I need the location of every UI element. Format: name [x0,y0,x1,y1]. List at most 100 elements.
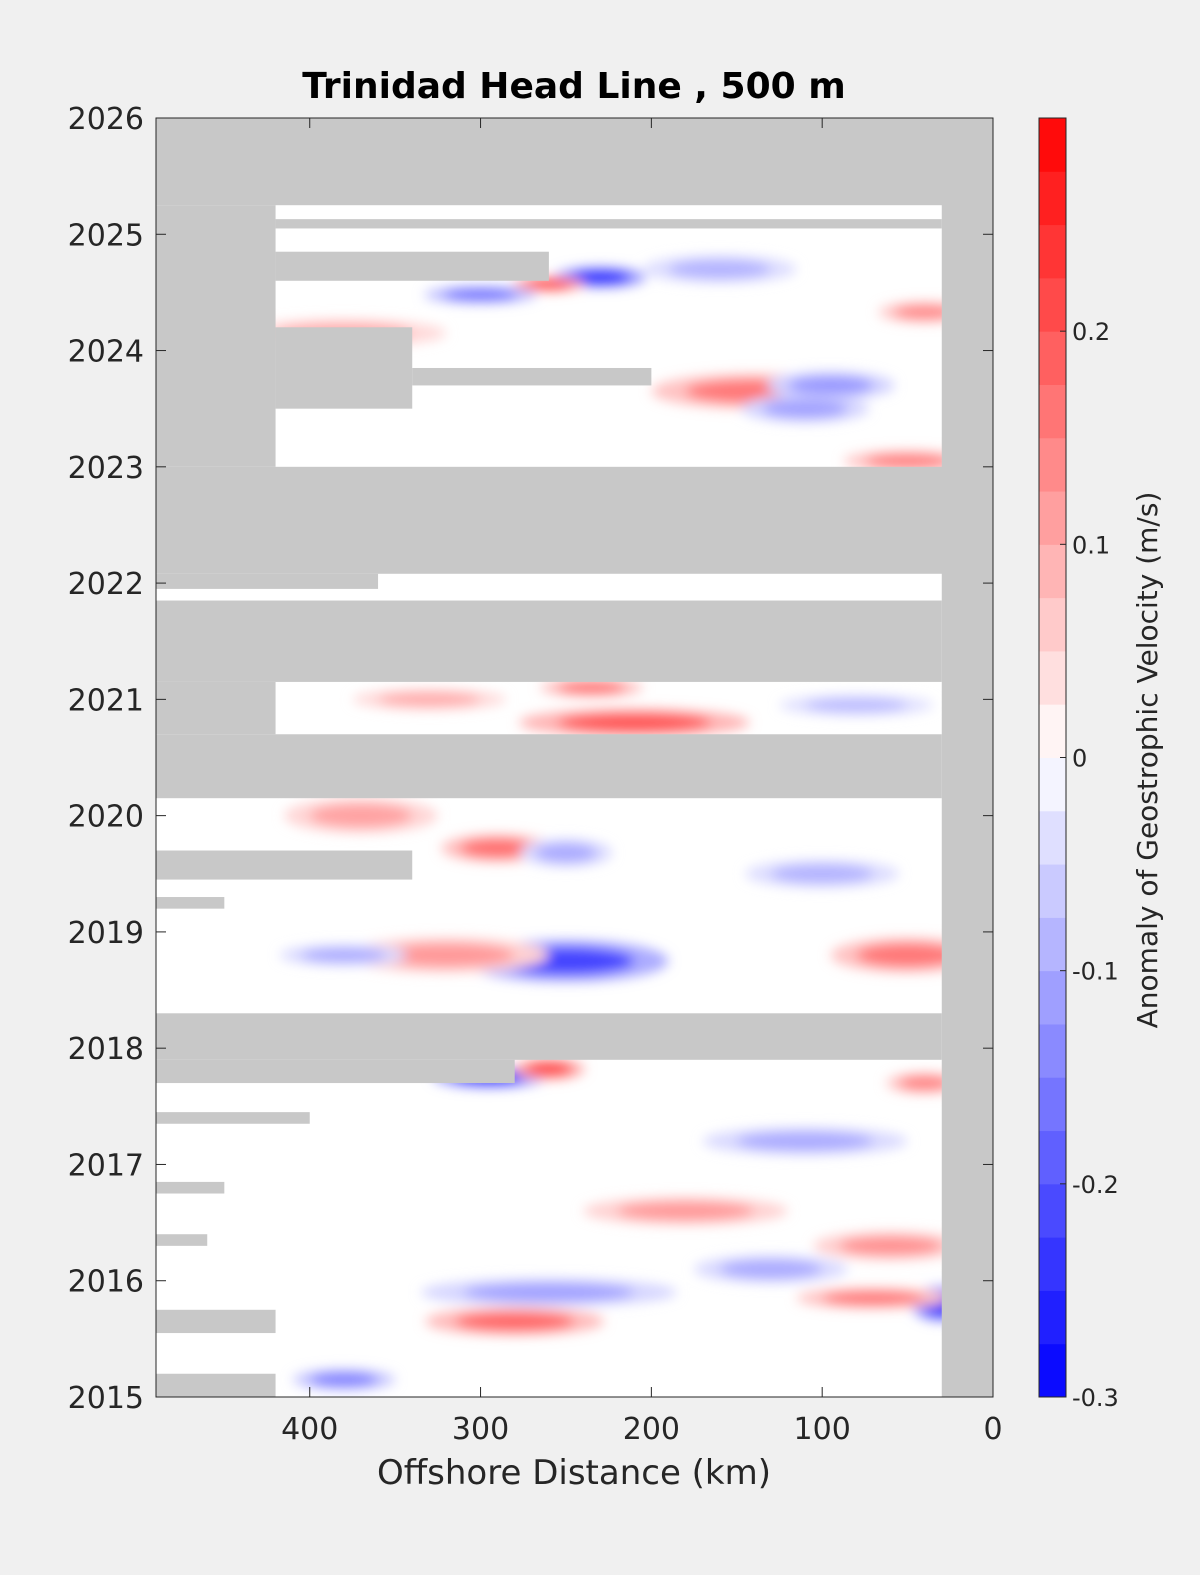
anomaly-cell [378,692,481,707]
y-tick-label: 2015 [68,1381,144,1416]
anomaly-cell [770,864,874,884]
colorbar-level [1039,1237,1066,1291]
colorbar-level [1039,1130,1066,1185]
y-tick-label: 2018 [68,1032,144,1067]
colorbar-tick-label: 0.2 [1072,318,1110,346]
plot-area [156,118,993,1397]
colorbar-level [1039,810,1066,865]
no-data-region [156,1234,208,1246]
colorbar-level [1039,1077,1066,1132]
no-data-region [275,219,942,229]
x-tick-label: 300 [452,1412,509,1447]
colorbar-level [1039,384,1066,439]
y-tick-label: 2025 [68,218,144,253]
anomaly-cell [839,1236,942,1256]
anomaly-cell [309,1372,379,1387]
no-data-region [156,1181,225,1194]
y-tick-label: 2021 [68,683,144,718]
y-tick-label: 2019 [68,916,144,951]
anomaly-cell [460,838,536,858]
colorbar: -0.3 -0.2 -0.1 0 0.1 0.2 [1038,117,1119,1412]
colorbar-tick-label: -0.1 [1072,958,1119,986]
no-data-region [156,205,276,467]
anomaly-cell [569,270,631,285]
colorbar-level [1039,277,1066,332]
anomaly-cell [788,376,874,395]
anomaly-layer [241,255,985,1391]
anomaly-cell [864,454,951,468]
no-data-region [156,600,942,682]
colorbar-label: Anomaly of Geostrophic Velocity (m/s) [1131,492,1164,1029]
plot-frame [155,117,994,1398]
colorbar-level [1039,970,1066,1025]
anomaly-cell [822,1291,925,1306]
no-data-region [941,118,993,1397]
y-tick-label: 2026 [68,102,144,137]
anomaly-cell [535,843,597,863]
colorbar-tick-label: -0.2 [1072,1171,1119,1199]
x-tick-label: 200 [623,1412,680,1447]
y-axis: 2015 2016 2017 2018 2019 2020 2021 2022 2023 2024… [68,102,993,1416]
no-data-region [156,1059,515,1084]
anomaly-cell [524,279,573,289]
y-tick-label: 2016 [68,1265,144,1300]
colorbar-level [1039,597,1066,652]
no-data-region [156,573,379,589]
no-data-region [156,1112,310,1124]
nodata-layer [156,118,993,1397]
colorbar-level [1039,1343,1066,1398]
anomaly-cell [805,698,908,713]
colorbar-tick-label: 0 [1072,745,1087,773]
colorbar-level [1039,917,1066,972]
colorbar-level [1039,331,1066,385]
colorbar-level [1039,704,1066,758]
colorbar-level [1039,650,1066,705]
no-data-region [156,897,225,909]
no-data-region [412,367,652,386]
anomaly-cell [893,305,956,320]
colorbar-tick-label: -0.3 [1072,1384,1119,1412]
no-data-region [156,118,993,206]
no-data-region [156,1309,276,1334]
anomaly-cell [557,681,626,694]
y-tick-label: 2023 [68,451,144,486]
anomaly-cell [719,1259,823,1279]
chart-title: Trinidad Head Line , 500 m [302,66,845,107]
colorbar-level [1039,1290,1066,1345]
colorbar-level [1039,171,1066,226]
x-tick-label: 400 [281,1412,338,1447]
anomaly-cell [856,943,959,967]
colorbar-level [1039,864,1066,918]
y-tick-label: 2022 [68,567,144,602]
anomaly-cell [454,1312,575,1331]
colorbar-tick-label: 0.1 [1072,531,1110,559]
anomaly-cell [301,948,387,963]
y-tick-label: 2020 [68,800,144,835]
colorbar-level [1039,118,1066,172]
anomaly-cell [442,288,519,301]
colorbar-level [1039,757,1066,812]
no-data-region [156,466,993,574]
x-tick-label: 0 [983,1412,1002,1447]
anomaly-cell [524,1062,573,1077]
x-axis-label: Offshore Distance (km) [377,1453,771,1493]
no-data-region [156,850,413,880]
no-data-region [156,1013,942,1060]
colorbar-level [1039,1023,1066,1078]
no-data-region [156,734,942,799]
no-data-region [156,1373,276,1397]
no-data-region [156,681,276,735]
no-data-region [275,251,549,281]
anomaly-cell [557,713,712,732]
anomaly-cell [309,804,413,828]
anomaly-cell [463,1283,635,1302]
anomaly-cell [378,943,515,967]
x-axis: 400 300 200 100 0 [281,118,1003,1447]
y-tick-label: 2017 [68,1148,144,1183]
y-tick-label: 2024 [68,335,144,370]
anomaly-cell [736,1131,874,1151]
anomaly-cell [617,1201,754,1221]
colorbar-level [1039,437,1066,492]
colorbar-level [1039,224,1066,279]
